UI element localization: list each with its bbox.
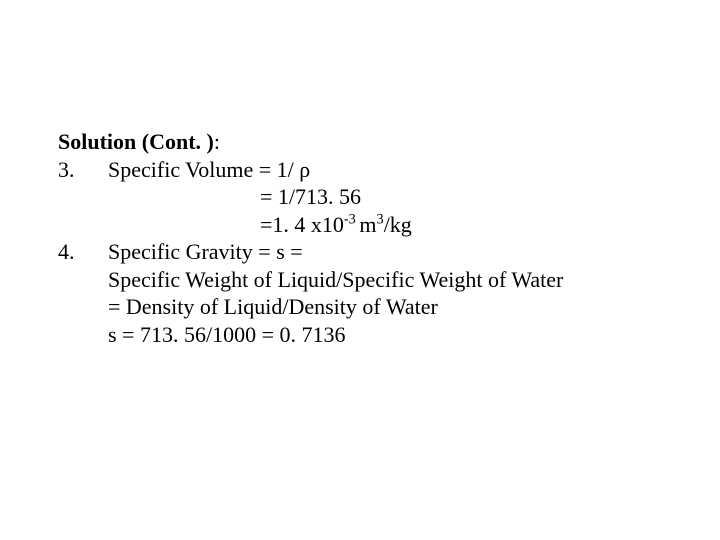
content-block: Solution (Cont. ): 3. Specific Volume = … xyxy=(58,128,563,348)
item-3-line-2: = 1/713. 56 xyxy=(58,183,563,211)
item-body: Specific Volume = 1/ ρ xyxy=(108,156,563,184)
item-3-line-3: =1. 4 x10-3 m3/kg xyxy=(58,211,563,239)
item-body: Specific Weight of Liquid/Specific Weigh… xyxy=(108,266,563,294)
spacer xyxy=(58,293,108,321)
spacer xyxy=(58,266,108,294)
exponent: -3 xyxy=(344,211,359,227)
text: Specific Volume = 1/ xyxy=(108,157,299,182)
text: m xyxy=(359,212,376,237)
item-number: 3. xyxy=(58,156,108,184)
heading: Solution (Cont. ): xyxy=(58,128,220,156)
item-4-line-3: = Density of Liquid/Density of Water xyxy=(58,293,563,321)
item-body: Specific Gravity = s = xyxy=(108,238,563,266)
spacer xyxy=(58,321,108,349)
heading-text: Solution (Cont. ) xyxy=(58,129,214,154)
item-body: = 1/713. 56 xyxy=(108,183,563,211)
item-body: s = 713. 56/1000 = 0. 7136 xyxy=(108,321,563,349)
item-3-line-1: 3. Specific Volume = 1/ ρ xyxy=(58,156,563,184)
spacer xyxy=(58,183,108,211)
item-4-line-2: Specific Weight of Liquid/Specific Weigh… xyxy=(58,266,563,294)
spacer xyxy=(58,211,108,239)
slide: Solution (Cont. ): 3. Specific Volume = … xyxy=(0,0,720,540)
rho-symbol: ρ xyxy=(299,157,310,182)
item-number: 4. xyxy=(58,238,108,266)
heading-row: Solution (Cont. ): xyxy=(58,128,563,156)
heading-colon: : xyxy=(214,129,220,154)
item-body: = Density of Liquid/Density of Water xyxy=(108,293,563,321)
item-body: =1. 4 x10-3 m3/kg xyxy=(108,211,563,239)
text: =1. 4 x10 xyxy=(260,212,344,237)
text: 1/713. 56 xyxy=(272,184,361,209)
equals-symbol: = xyxy=(260,184,272,209)
item-4-line-4: s = 713. 56/1000 = 0. 7136 xyxy=(58,321,563,349)
exponent: 3 xyxy=(377,211,384,227)
text: /kg xyxy=(384,212,412,237)
item-4-line-1: 4. Specific Gravity = s = xyxy=(58,238,563,266)
